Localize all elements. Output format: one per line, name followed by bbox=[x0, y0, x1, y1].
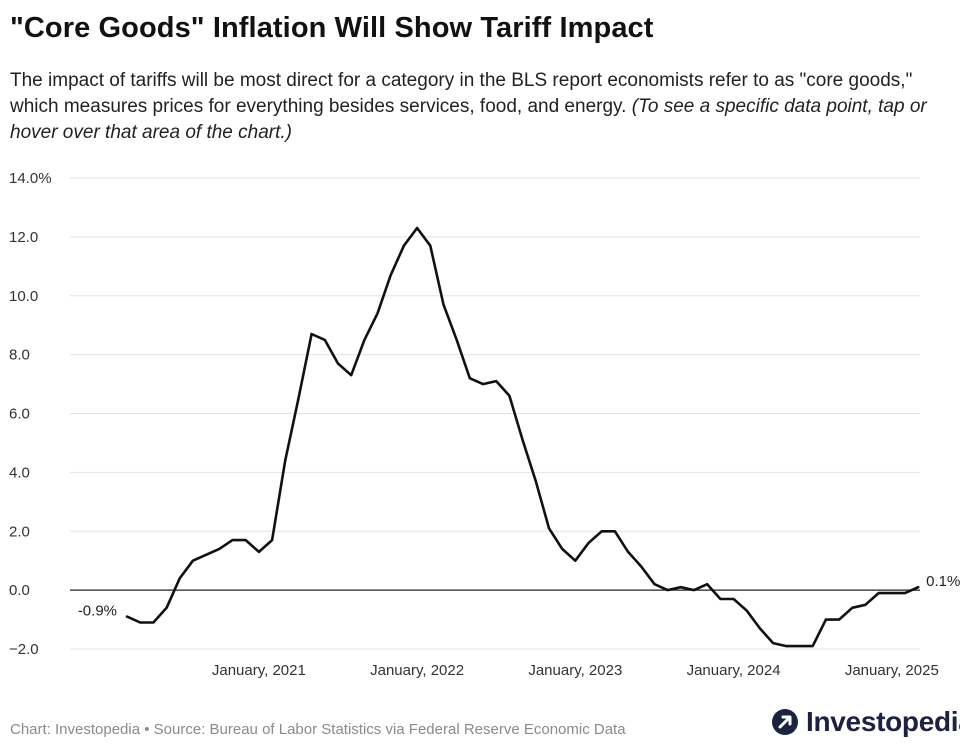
data-label: -0.9% bbox=[78, 603, 117, 620]
y-tick-label: 0.0 bbox=[9, 582, 30, 599]
x-tick-label: January, 2021 bbox=[212, 662, 306, 679]
grid-lines bbox=[70, 177, 920, 650]
x-tick-label: January, 2022 bbox=[370, 662, 464, 679]
annotation-layer: -0.9% 0.1% bbox=[78, 573, 960, 619]
series-layer[interactable] bbox=[125, 226, 920, 648]
subtitle-note: (To see a specific data point, tap or ho… bbox=[10, 96, 927, 143]
brand-name: Investopedia bbox=[806, 706, 960, 737]
source-credit: Chart: Investopedia • Source: Bureau of … bbox=[10, 721, 626, 738]
chart-subtitle: The impact of tariffs will be most direc… bbox=[10, 68, 950, 146]
y-tick-label: 4.0 bbox=[9, 464, 30, 481]
data-label: 0.1% bbox=[926, 573, 960, 590]
brand-logo: Investopedia bbox=[770, 706, 960, 738]
y-tick-label: 14.0% bbox=[9, 170, 52, 187]
series-line[interactable] bbox=[125, 226, 920, 648]
y-tick-label: 10.0 bbox=[9, 288, 38, 305]
x-tick-label: January, 2023 bbox=[528, 662, 622, 679]
x-tick-label: January, 2025 bbox=[845, 662, 939, 679]
y-tick-label: −2.0 bbox=[9, 641, 39, 658]
x-tick-label: January, 2024 bbox=[687, 662, 781, 679]
chart-title: "Core Goods" Inflation Will Show Tariff … bbox=[10, 12, 654, 44]
x-axis-tick-labels: January, 2021 January, 2022 January, 2023 J… bbox=[212, 662, 939, 679]
y-tick-label: 8.0 bbox=[9, 347, 30, 364]
y-tick-label: 12.0 bbox=[9, 229, 38, 246]
y-tick-label: 6.0 bbox=[9, 406, 30, 423]
y-axis-tick-labels: −2.0 0.0 2.0 4.0 6.0 8.0 10.0 12.0 14.0% bbox=[9, 170, 52, 658]
core-goods-line-chart[interactable]: −2.0 0.0 2.0 4.0 6.0 8.0 10.0 12.0 14.0% January… bbox=[0, 160, 960, 705]
y-tick-label: 2.0 bbox=[9, 523, 30, 540]
investopedia-logo-icon bbox=[772, 709, 798, 735]
subtitle-main: The impact of tariffs will be most direc… bbox=[10, 70, 913, 117]
